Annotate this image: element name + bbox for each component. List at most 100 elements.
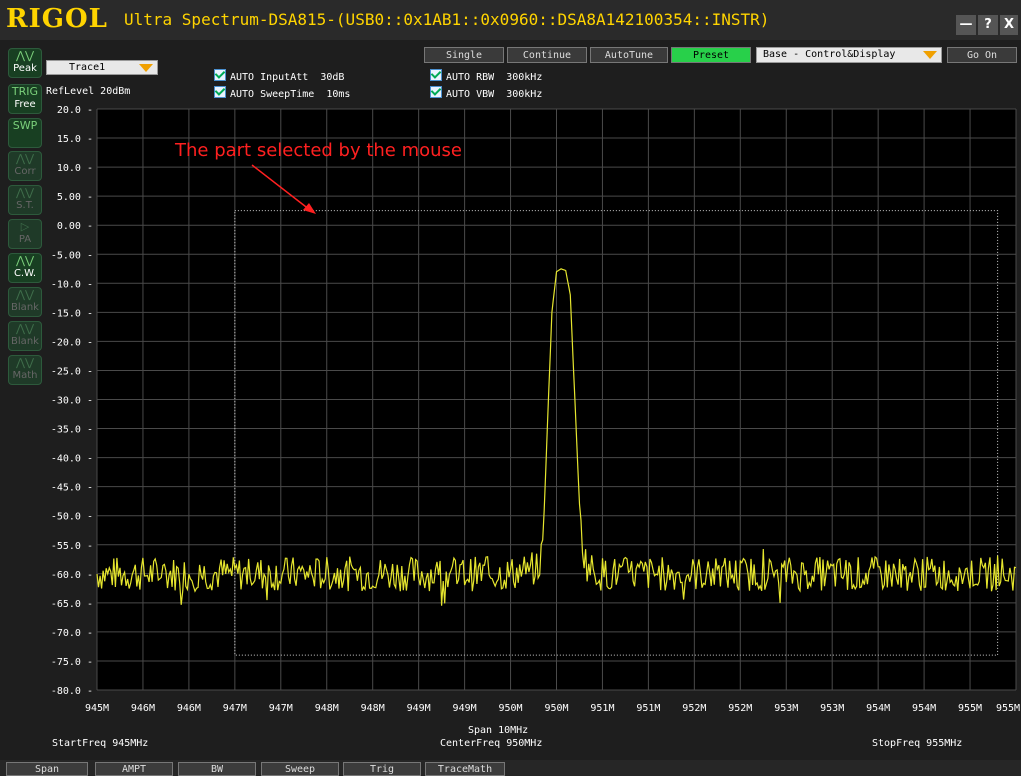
y-tick-label: 20.0 - xyxy=(57,105,93,116)
chevron-down-icon xyxy=(923,51,937,59)
close-icon[interactable]: X xyxy=(1000,15,1018,35)
x-tick-label: 945M xyxy=(85,703,109,714)
cw-icon: ⋀⋁ xyxy=(15,254,35,267)
ref-level: RefLevel 20dBm xyxy=(46,86,131,97)
sidebar-item-label: Corr xyxy=(14,166,36,177)
x-tick-label: 951M xyxy=(590,703,614,714)
x-tick-label: 947M xyxy=(223,703,247,714)
bw-menu-button[interactable]: BW xyxy=(178,762,256,776)
math-icon: ⋀⋁ xyxy=(15,356,35,369)
help-icon[interactable]: ? xyxy=(978,15,998,35)
trig-icon: TRIG xyxy=(11,85,39,98)
x-tick-label: 953M xyxy=(820,703,844,714)
y-tick-label: -10.0 - xyxy=(51,279,93,290)
x-tick-label: 950M xyxy=(499,703,523,714)
sweep-icon: SWP xyxy=(12,119,38,132)
y-tick-label: -15.0 - xyxy=(51,308,93,319)
y-tick-label: 15.0 - xyxy=(57,134,93,145)
continue-button[interactable]: Continue xyxy=(507,47,587,63)
title-bar: RIGOL Ultra Spectrum-DSA815-(USB0::0x1AB… xyxy=(0,0,1021,40)
span-menu-button[interactable]: Span xyxy=(6,762,88,776)
span: Span 10MHz xyxy=(468,725,529,736)
mode-select-value: Base - Control&Display xyxy=(763,49,896,60)
sidebar-item-blank[interactable]: ⋀⋁ Blank xyxy=(8,287,42,317)
x-tick-label: 952M xyxy=(682,703,706,714)
trace-select-value: Trace1 xyxy=(69,62,106,73)
auto-rbw[interactable]: AUTO RBW 300kHz xyxy=(430,69,542,83)
arrowhead-icon xyxy=(303,203,316,214)
sidebar-item-s-t-[interactable]: ⋀⋁ S.T. xyxy=(8,185,42,215)
selection-box xyxy=(234,210,999,656)
sidebar-item-label: Math xyxy=(12,370,38,381)
preset-button[interactable]: Preset xyxy=(671,47,751,63)
spectrum-plot[interactable]: 20.0 - 15.0 - 10.0 - 5.00 - 0.00 - -5.00 - -10… xyxy=(0,100,1021,740)
trace-select[interactable]: Trace1 xyxy=(46,60,158,75)
single-button[interactable]: Single xyxy=(424,47,504,63)
sidebar-item-free[interactable]: TRIG Free xyxy=(8,84,42,114)
x-tick-label: 955M xyxy=(958,703,982,714)
y-tick-label: -5.00 - xyxy=(51,250,93,261)
y-tick-label: -50.0 - xyxy=(51,512,93,523)
ampt-menu-button[interactable]: AMPT xyxy=(95,762,173,776)
peak-icon: ⋀⋁ xyxy=(15,49,35,62)
x-tick-label: 950M xyxy=(544,703,568,714)
sidebar-item-corr[interactable]: ⋀⋁ Corr xyxy=(8,151,42,181)
y-tick-label: -55.0 - xyxy=(51,541,93,552)
trace-line xyxy=(96,268,1017,606)
autotune-button[interactable]: AutoTune xyxy=(590,47,668,63)
y-tick-label: -70.0 - xyxy=(51,628,93,639)
checkbox-icon[interactable] xyxy=(430,69,442,81)
sidebar-item-label: PA xyxy=(18,234,32,245)
sidebar-item-label: Peak xyxy=(13,63,37,74)
sidebar-item-label: S.T. xyxy=(16,200,34,211)
center-freq: CenterFreq 950MHz xyxy=(440,738,543,749)
x-tick-label: 949M xyxy=(407,703,431,714)
sweep-menu-button[interactable]: Sweep xyxy=(261,762,339,776)
x-tick-label: 947M xyxy=(269,703,293,714)
annotation-arrow xyxy=(251,164,311,211)
y-tick-label: -60.0 - xyxy=(51,570,93,581)
sidebar-item-label: Blank xyxy=(11,336,39,347)
x-tick-label: 954M xyxy=(866,703,890,714)
window-title: Ultra Spectrum-DSA815-(USB0::0x1AB1::0x0… xyxy=(124,10,770,29)
sidebar-item-label: Blank xyxy=(11,302,39,313)
sidebar-item-sweep[interactable]: SWP xyxy=(8,118,42,148)
sidebar-item-math[interactable]: ⋀⋁ Math xyxy=(8,355,42,385)
auto-input-att[interactable]: AUTO InputAtt 30dB xyxy=(214,69,344,83)
y-tick-label: -65.0 - xyxy=(51,599,93,610)
sidebar-item-pa[interactable]: ▷ PA xyxy=(8,219,42,249)
corr-icon: ⋀⋁ xyxy=(15,152,35,165)
y-tick-label: -30.0 - xyxy=(51,396,93,407)
sidebar-item-peak[interactable]: ⋀⋁ Peak xyxy=(8,48,42,78)
pa-icon: ▷ xyxy=(20,220,30,233)
checkbox-icon[interactable] xyxy=(214,69,226,81)
auto-sweep-time[interactable]: AUTO SweepTime 10ms xyxy=(214,86,350,100)
checkbox-icon[interactable] xyxy=(214,86,226,98)
y-tick-label: -20.0 - xyxy=(51,337,93,348)
x-tick-label: 955M xyxy=(996,703,1020,714)
stop-freq: StopFreq 955MHz xyxy=(872,738,963,749)
x-tick-label: 948M xyxy=(361,703,385,714)
x-tick-label: 954M xyxy=(912,703,936,714)
blank-icon: ⋀⋁ xyxy=(15,322,35,335)
sidebar-item-c-w-[interactable]: ⋀⋁ C.W. xyxy=(8,253,42,283)
y-tick-label: 0.00 - xyxy=(57,221,93,232)
y-tick-label: -40.0 - xyxy=(51,454,93,465)
y-tick-label: -25.0 - xyxy=(51,366,93,377)
auto-vbw[interactable]: AUTO VBW 300kHz xyxy=(430,86,542,100)
sidebar-item-label: Free xyxy=(14,99,36,110)
trig-menu-button[interactable]: Trig xyxy=(343,762,421,776)
go-on-button[interactable]: Go On xyxy=(947,47,1017,63)
blank-icon: ⋀⋁ xyxy=(15,288,35,301)
x-tick-label: 946M xyxy=(131,703,155,714)
mode-select[interactable]: Base - Control&Display xyxy=(756,47,942,63)
x-tick-label: 949M xyxy=(453,703,477,714)
sidebar-item-label: C.W. xyxy=(13,268,37,279)
sidebar-item-blank[interactable]: ⋀⋁ Blank xyxy=(8,321,42,351)
y-tick-label: 5.00 - xyxy=(57,192,93,203)
tracemath-menu-button[interactable]: TraceMath xyxy=(425,762,505,776)
checkbox-icon[interactable] xyxy=(430,86,442,98)
minimize-icon[interactable]: — xyxy=(956,15,976,35)
x-tick-label: 948M xyxy=(315,703,339,714)
y-tick-label: -35.0 - xyxy=(51,425,93,436)
